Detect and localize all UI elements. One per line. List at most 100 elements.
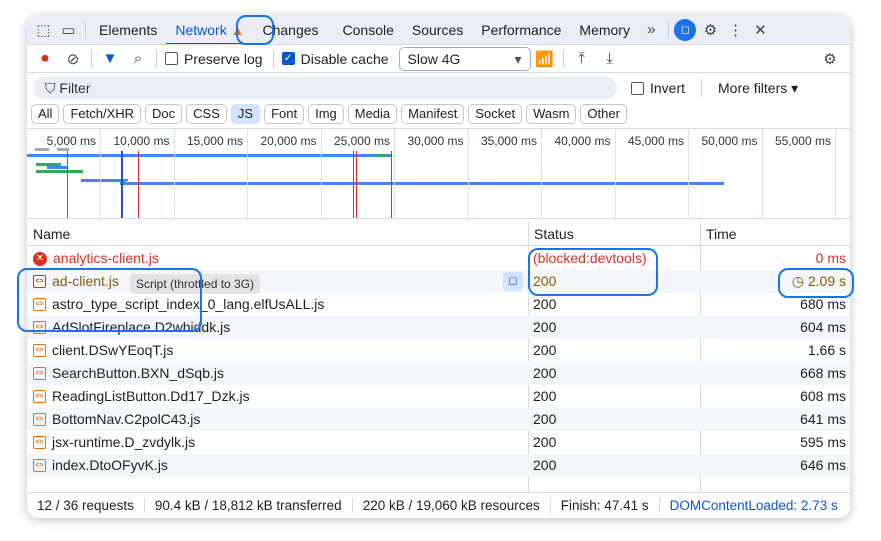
tab-elements[interactable]: Elements — [99, 21, 158, 38]
more-filters-label: More filters — [718, 79, 788, 96]
ai-assistance-icon[interactable]: ◻ — [673, 16, 698, 44]
throttling-select[interactable]: Slow 4G — [398, 46, 531, 71]
script-file-icon: <> — [33, 321, 46, 334]
chip-font[interactable]: Font — [264, 104, 305, 124]
transferred-size: 90.4 kB / 18,812 kB transferred — [145, 498, 353, 513]
table-row[interactable]: ✕ analytics-client.js (blocked:devtools) … — [27, 247, 850, 270]
filter-input[interactable]: ⛉ Filter — [33, 77, 617, 99]
disable-cache-checkbox[interactable]: ✓ — [281, 52, 295, 65]
inspect-element-icon[interactable]: ⬚ — [36, 21, 51, 39]
overview-tick-label: 40,000 ms — [554, 134, 611, 148]
overview-gridline — [100, 129, 101, 220]
table-row[interactable]: <> ReadingListButton.Dd17_Dzk.js 200 608 … — [27, 385, 850, 408]
request-time-text: 2.09 s — [807, 273, 846, 289]
overview-tick-label: 55,000 ms — [774, 134, 831, 148]
request-count: 12 / 36 requests — [27, 498, 145, 513]
column-name[interactable]: Name — [33, 226, 71, 242]
clock-icon: ◷ — [791, 273, 808, 289]
chip-js[interactable]: JS — [230, 104, 261, 124]
overview-tick-label: 10,000 ms — [113, 134, 170, 148]
network-settings-gear-icon[interactable]: ⚙ — [823, 50, 837, 68]
script-file-icon: <> — [33, 344, 46, 357]
overview-gridline — [467, 129, 469, 220]
filter-funnel-icon[interactable]: ▼ — [102, 50, 118, 67]
request-time-text: 680 ms — [800, 296, 846, 312]
invert-checkbox[interactable] — [631, 81, 644, 95]
tab-performance[interactable]: Performance — [481, 21, 562, 38]
script-file-icon: <> — [33, 390, 46, 403]
request-time-text: 595 ms — [800, 434, 846, 450]
chip-other[interactable]: Other — [580, 104, 627, 124]
request-name-text: ReadingListButton.Dd17_Dzk.js — [52, 388, 250, 404]
close-icon[interactable]: ✕ — [754, 21, 767, 39]
more-filters-button[interactable]: More filters ▾ — [718, 79, 799, 96]
tab-sources[interactable]: Sources — [411, 21, 464, 38]
tab-memory[interactable]: Memory — [579, 21, 630, 38]
request-name[interactable]: <> BottomNav.C2polC43.js — [33, 408, 523, 431]
chip-socket[interactable]: Socket — [468, 104, 523, 124]
request-name[interactable]: <> jsx-runtime.D_zvdylk.js — [33, 431, 523, 454]
table-row[interactable]: <> SearchButton.BXN_dSqb.js 200 668 ms — [27, 362, 850, 385]
device-toolbar-icon[interactable]: ▭ — [61, 21, 76, 39]
search-icon[interactable]: ⌕ — [133, 50, 143, 67]
chip-doc[interactable]: Doc — [145, 104, 183, 124]
network-overview[interactable]: 5,000 ms 10,000 ms 15,000 ms 20,000 ms 25,00… — [27, 128, 850, 220]
column-status[interactable]: Status — [534, 226, 574, 242]
devtools-window: ⬚ ▭ Elements Network ▲ Changes Console S… — [27, 15, 850, 518]
clear-icon[interactable]: ⊘ — [66, 50, 80, 68]
request-time: 680 ms — [702, 293, 846, 316]
request-name[interactable]: <> ad-client.js — [33, 270, 523, 293]
load-marker — [353, 151, 354, 218]
network-toolbar: ⏺ ⊘ ▼ ⌕ Preserve log ✓ Disable cache Slo… — [27, 45, 850, 73]
chip-css[interactable]: CSS — [186, 104, 227, 124]
chip-fetch-xhr[interactable]: Fetch/XHR — [63, 104, 142, 124]
chip-wasm[interactable]: Wasm — [526, 104, 577, 124]
overview-gridline — [761, 129, 763, 220]
tab-console[interactable]: Console — [342, 21, 394, 38]
preserve-log-checkbox[interactable] — [165, 52, 178, 65]
column-time[interactable]: Time — [706, 226, 737, 242]
table-row[interactable]: <> jsx-runtime.D_zvdylk.js 200 595 ms — [27, 431, 850, 454]
settings-gear-icon[interactable]: ⚙ — [703, 21, 718, 39]
table-row[interactable]: <> BottomNav.C2polC43.js 200 641 ms — [27, 408, 850, 431]
finish-time: Finish: 47.41 s — [551, 498, 660, 513]
overview-tick-label: 50,000 ms — [701, 134, 758, 148]
tab-changes[interactable]: Changes — [262, 21, 319, 38]
request-name[interactable]: <> ReadingListButton.Dd17_Dzk.js — [33, 385, 523, 408]
script-file-icon: <> — [33, 367, 46, 380]
request-status: (blocked:devtools) — [533, 250, 647, 266]
chip-img[interactable]: Img — [308, 104, 344, 124]
import-har-icon[interactable]: ⤒ — [578, 50, 585, 67]
request-time: 0 ms — [702, 247, 846, 270]
overview-bar — [378, 154, 386, 157]
request-name[interactable]: <> astro_type_script_index_0_lang.elfUsAL… — [33, 293, 523, 316]
request-time: 1.66 s — [702, 339, 846, 362]
chip-manifest[interactable]: Manifest — [401, 104, 465, 124]
network-conditions-icon[interactable]: 📶 — [535, 50, 554, 68]
dom-content-loaded: DOMContentLoaded: 2.73 s — [669, 498, 838, 513]
export-har-icon[interactable]: ⤓ — [606, 50, 613, 67]
preserve-log-label: Preserve log — [184, 50, 263, 67]
request-name[interactable]: <> SearchButton.BXN_dSqb.js — [33, 362, 523, 385]
request-time: 668 ms — [702, 362, 846, 385]
overview-bar — [27, 154, 391, 157]
request-status: 200 — [533, 434, 557, 450]
table-row[interactable]: <> client.DSwYEoqT.js 200 1.66 s — [27, 339, 850, 362]
overview-bar — [57, 148, 69, 151]
column-divider[interactable] — [528, 222, 529, 492]
request-name[interactable]: ✕ analytics-client.js — [33, 247, 523, 270]
table-row[interactable]: <> astro_type_script_index_0_lang.elfUsAL… — [27, 293, 850, 316]
highlight-annotation — [17, 268, 202, 332]
ai-assistance-icon[interactable]: ◻ — [503, 272, 523, 291]
table-row[interactable]: <> index.DtoOFyvK.js 200 646 ms — [27, 454, 850, 477]
request-name[interactable]: <> client.DSwYEoqT.js — [33, 339, 523, 362]
request-status: 200 — [533, 457, 557, 473]
chip-all[interactable]: All — [31, 104, 60, 124]
stop-recording-icon[interactable]: ⏺ — [41, 50, 49, 67]
chip-media[interactable]: Media — [347, 104, 398, 124]
column-divider[interactable] — [700, 222, 701, 492]
more-tabs-icon[interactable]: » — [647, 21, 656, 38]
kebab-menu-icon[interactable]: ⋮ — [727, 21, 743, 39]
request-name[interactable]: <> index.DtoOFyvK.js — [33, 454, 523, 477]
filter-row: ⛉ Filter Invert More filters ▾ — [27, 73, 850, 103]
